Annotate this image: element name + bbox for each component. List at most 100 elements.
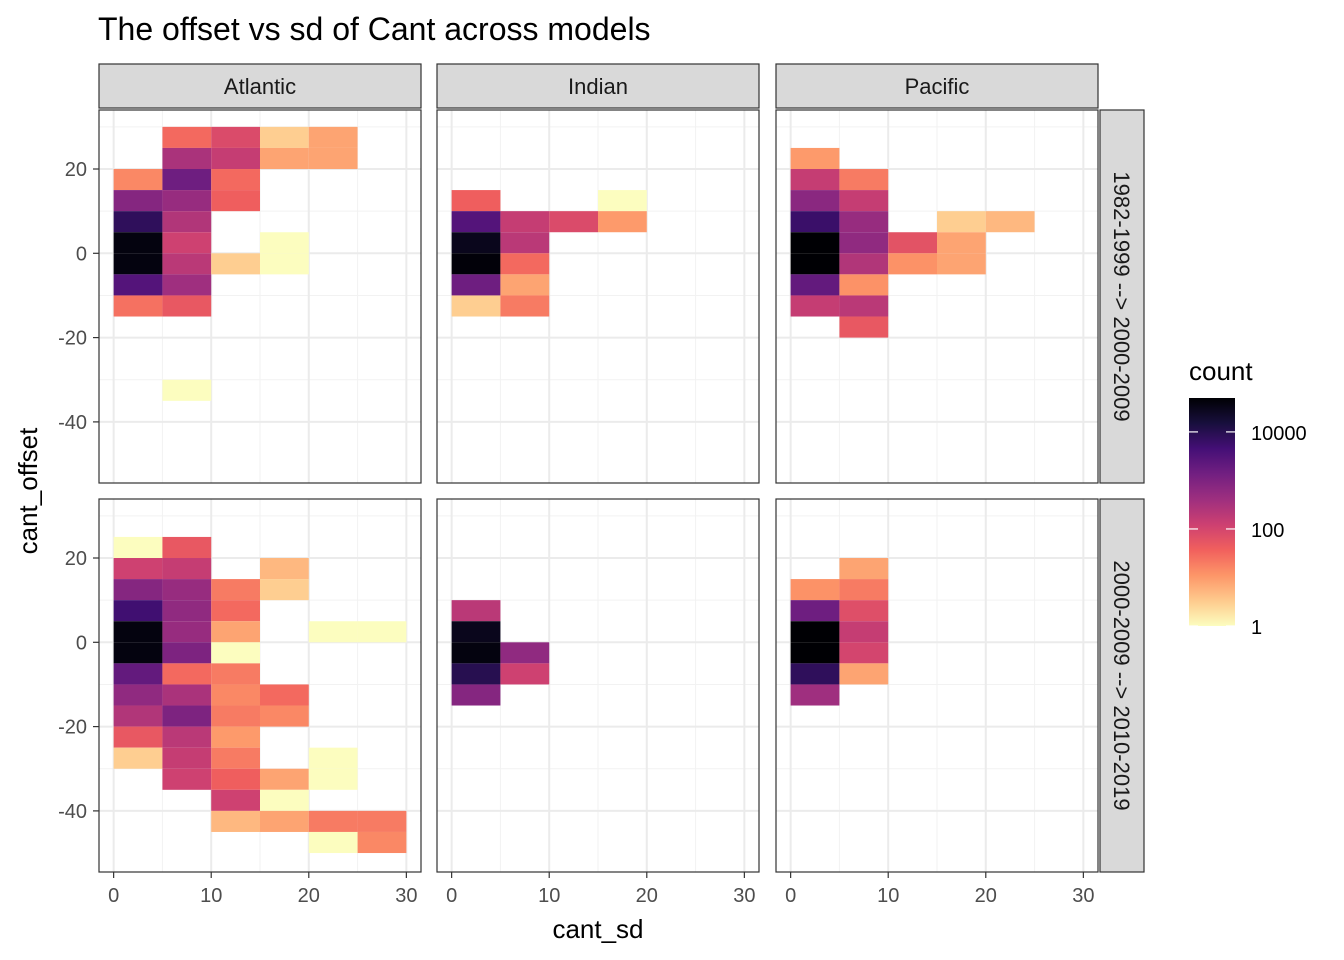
y-tick-label: 20 [65, 159, 87, 181]
y-tick-label: 0 [76, 632, 87, 654]
heatmap-tile [162, 126, 212, 148]
heatmap-tile [162, 190, 212, 212]
heatmap-tile [790, 621, 840, 643]
heatmap-tile [260, 789, 309, 811]
heatmap-tile [162, 642, 212, 664]
heatmap-tile [211, 642, 260, 664]
legend-tick-label: 10000 [1251, 423, 1307, 445]
heatmap-tile [839, 579, 889, 601]
facet-panel: 20 0 -20 -40 0 10 20 30 [58, 498, 422, 907]
heatmap-tile [162, 726, 212, 748]
y-tick-label: -40 [58, 801, 87, 823]
heatmap-tile [162, 232, 212, 254]
heatmap-tile [500, 663, 550, 685]
heatmap-tile [162, 211, 212, 233]
heatmap-tile [790, 274, 840, 296]
heatmap-tile [451, 621, 501, 643]
x-tick-label: 30 [733, 885, 755, 907]
heatmap-tile [162, 705, 212, 727]
heatmap-tile [790, 295, 840, 317]
heatmap-tile [162, 747, 212, 769]
heatmap-tile [211, 810, 260, 832]
heatmap-tile [113, 621, 163, 643]
heatmap-tile [260, 232, 309, 254]
heatmap-tile [839, 274, 889, 296]
heatmap-tile [211, 684, 260, 706]
heatmap-tile [790, 253, 840, 275]
heatmap-tile [839, 558, 889, 580]
heatmap-tile [260, 705, 309, 727]
heatmap-tile [211, 579, 260, 601]
heatmap-tile [985, 211, 1035, 233]
facet-strip-label: Pacific [905, 74, 970, 99]
heatmap-tile [113, 558, 163, 580]
heatmap-tile [113, 579, 163, 601]
heatmap-tile [211, 747, 260, 769]
heatmap-tile [162, 147, 212, 170]
heatmap-tile [790, 663, 840, 685]
heatmap-tile [162, 663, 212, 685]
heatmap-tile [211, 600, 260, 622]
x-tick-label: 0 [446, 885, 457, 907]
heatmap-tile [790, 642, 840, 664]
x-tick-label: 0 [108, 885, 119, 907]
heatmap-tile [260, 147, 309, 170]
heatmap-tile [451, 232, 501, 254]
heatmap-tile [598, 211, 647, 233]
y-tick-label: 20 [65, 548, 87, 570]
facet-panel [436, 109, 760, 484]
heatmap-tile [790, 190, 840, 212]
heatmap-tile [211, 126, 260, 148]
facet-panel: 20 0 -20 -40 [58, 109, 422, 484]
heatmap-tile [113, 536, 163, 559]
y-tick-label: -40 [58, 412, 87, 434]
heatmap-tile [451, 663, 501, 685]
heatmap-tile [162, 558, 212, 580]
heatmap-tile [888, 232, 937, 254]
panels-layer: Atlantic Indian Pacific 1982-1999 --> 2000-… [58, 63, 1145, 907]
heatmap-tile [500, 274, 550, 296]
x-axis-label: cant_sd [552, 914, 643, 944]
facet-strip-pacific [775, 63, 1099, 109]
heatmap-tile [839, 169, 889, 191]
x-tick-label: 20 [975, 885, 997, 907]
heatmap-tile [357, 810, 407, 832]
facet-panel [775, 109, 1099, 484]
heatmap-tile [113, 232, 163, 254]
heatmap-tile [357, 831, 407, 854]
panel-border [436, 109, 760, 484]
heatmap-tile [839, 600, 889, 622]
heatmap-tile [113, 684, 163, 706]
heatmap-tile [260, 768, 309, 790]
heatmap-tile [790, 579, 840, 601]
x-tick-label: 30 [1072, 885, 1094, 907]
panel-border [775, 109, 1099, 484]
heatmap-tile [500, 211, 550, 233]
heatmap-tile [211, 789, 260, 811]
heatmap-tile [162, 768, 212, 790]
heatmap-tile [113, 663, 163, 685]
heatmap-tile [162, 536, 212, 559]
heatmap-tile [790, 169, 840, 191]
heatmap-tile [162, 579, 212, 601]
heatmap-tile [162, 684, 212, 706]
heatmap-tile [839, 642, 889, 664]
facet-row-strip [1099, 109, 1145, 484]
x-tick-label: 30 [395, 885, 417, 907]
heatmap-tile [260, 253, 309, 275]
color-legend: count 1 100 10000 [1189, 356, 1307, 639]
heatmap-tile [211, 147, 260, 170]
heatmap-tile [839, 232, 889, 254]
heatmap-tile [451, 190, 501, 212]
heatmap-tile [790, 600, 840, 622]
heatmap-tile [260, 126, 309, 148]
facet-panel: 0 10 20 30 [436, 498, 760, 907]
heatmap-tile [451, 600, 501, 622]
heatmap-tile [211, 705, 260, 727]
facet-row-strip-label: 2000-2009 --> 2010-2019 [1109, 560, 1134, 810]
heatmap-tile [162, 600, 212, 622]
heatmap-tile [308, 747, 358, 769]
heatmap-tile [937, 232, 986, 254]
heatmap-tile [500, 295, 550, 317]
